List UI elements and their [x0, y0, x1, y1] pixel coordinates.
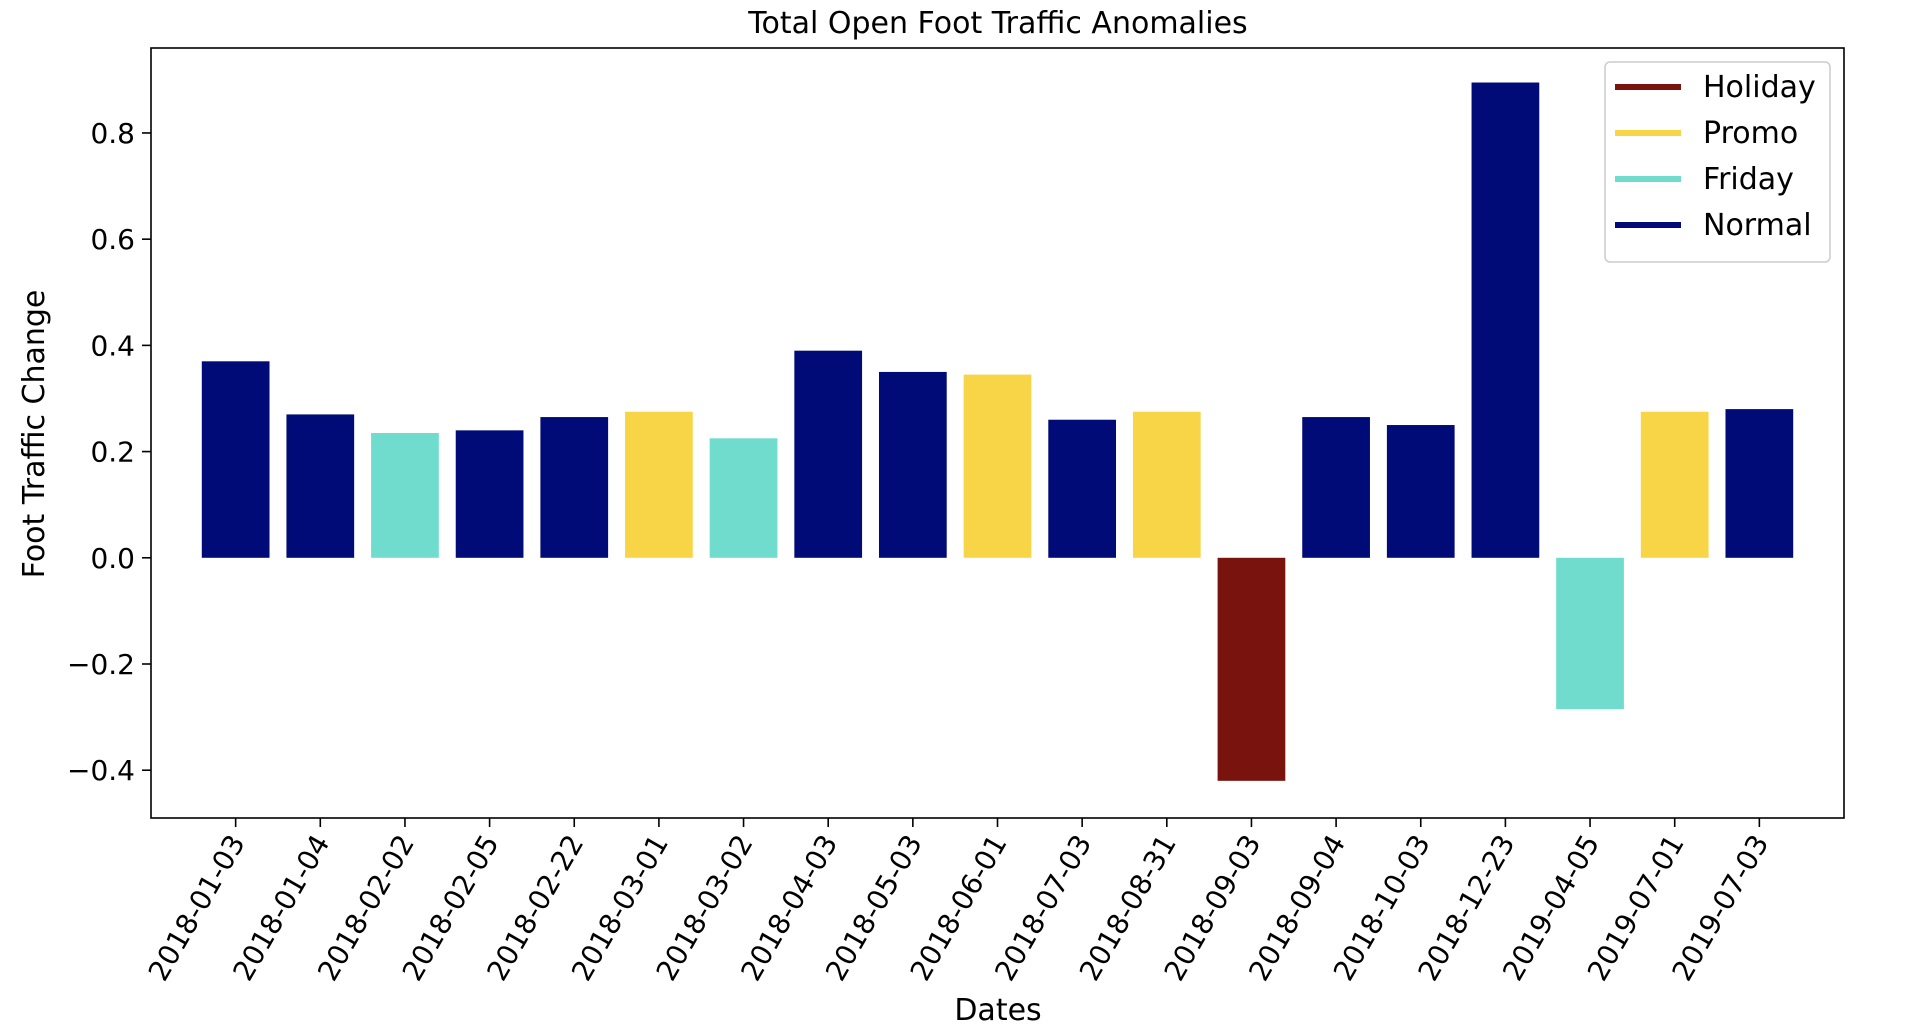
y-tick-label: −0.2	[67, 648, 135, 681]
bar-2018-06-01	[963, 374, 1032, 558]
bar-2019-04-05	[1556, 557, 1624, 710]
bar-2018-10-03	[1386, 425, 1455, 558]
bar-2018-02-22	[540, 417, 609, 558]
bar-2018-01-03	[201, 361, 270, 558]
y-tick-label: 0.0	[90, 542, 135, 575]
bar-2018-09-03	[1217, 557, 1286, 781]
y-tick-label: 0.6	[90, 223, 135, 256]
y-tick-label: 0.8	[90, 117, 135, 150]
legend-label-promo: Promo	[1703, 116, 1798, 151]
y-tick-label: 0.4	[90, 329, 135, 362]
legend-label-holiday: Holiday	[1703, 70, 1816, 105]
bar-2019-07-03	[1725, 409, 1794, 558]
bar-2018-01-04	[286, 414, 355, 558]
bar-2018-12-23	[1471, 82, 1540, 558]
plot-area: −0.4−0.20.00.20.40.60.82018-01-032018-01…	[67, 47, 1845, 986]
bar-2018-09-04	[1302, 417, 1370, 558]
legend-box	[1604, 61, 1831, 263]
bar-2018-07-03	[1048, 419, 1117, 558]
legend-label-friday: Friday	[1703, 162, 1794, 197]
x-axis-label: Dates	[954, 993, 1041, 1028]
bar-2018-05-03	[878, 371, 947, 558]
legend: Holiday Promo Friday Normal	[1604, 61, 1831, 263]
bar-2018-04-03	[794, 350, 863, 558]
chart-title: Total Open Foot Traffic Anomalies	[747, 6, 1247, 41]
bar-2018-02-02	[371, 433, 439, 558]
bar-2019-07-01	[1640, 411, 1709, 558]
bar-2018-08-31	[1132, 411, 1201, 558]
y-axis-label: Foot Traffic Change	[17, 290, 52, 579]
y-tick-label: −0.4	[67, 754, 135, 787]
bar-2018-03-01	[625, 411, 693, 558]
bar-2018-02-05	[455, 430, 524, 558]
legend-label-normal: Normal	[1703, 208, 1812, 243]
y-tick-label: 0.2	[90, 436, 135, 469]
bar-2018-03-02	[709, 438, 778, 558]
